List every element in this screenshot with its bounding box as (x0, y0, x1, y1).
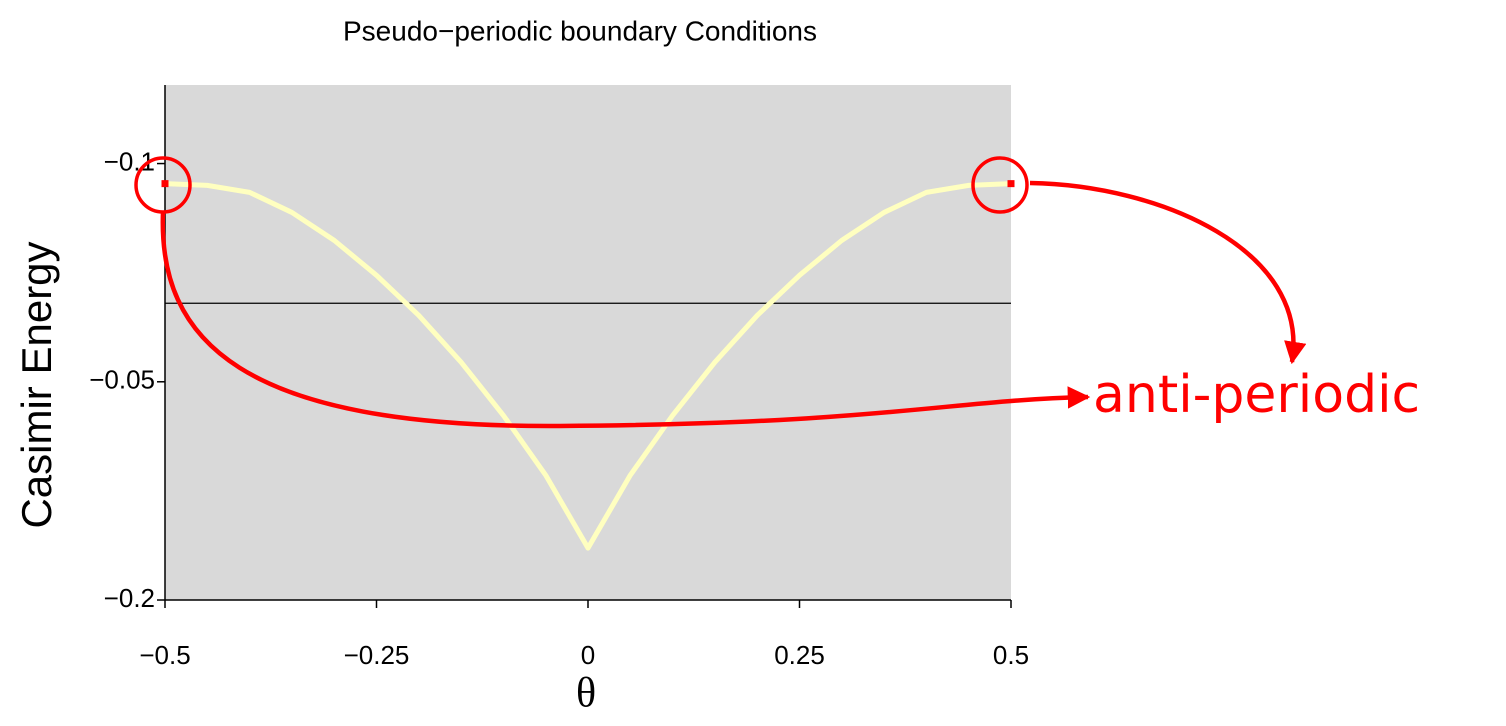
data-line (164, 181, 1012, 551)
x-tick-label: −0.25 (344, 640, 410, 670)
y-tick-label: −0.1 (104, 146, 155, 176)
annotation-arrow (160, 211, 1091, 429)
endpoint-marker (1007, 180, 1015, 188)
x-axis-label: θ (576, 671, 596, 717)
highlight-circle (971, 156, 1029, 214)
x-tick-label: 0.5 (993, 640, 1029, 670)
y-tick-label: −0.05 (89, 365, 155, 395)
plot-background (165, 85, 1011, 600)
plot: −0.2 −0.05 −0.1 −0.5 −0.25 0 0.25 0.5 (89, 85, 1029, 670)
x-tick-label: 0.25 (774, 640, 825, 670)
y-tick-label: −0.2 (104, 583, 155, 613)
annotation-arrow (1029, 180, 1307, 365)
annotation-text: anti-periodic (1093, 365, 1420, 425)
chart-title: Pseudo−periodic boundary Conditions (343, 15, 817, 46)
x-tick-label: −0.5 (139, 640, 190, 670)
y-axis-label: Casimir Energy (13, 241, 60, 528)
x-tick-label: 0 (581, 640, 595, 670)
endpoint-marker (161, 180, 169, 188)
